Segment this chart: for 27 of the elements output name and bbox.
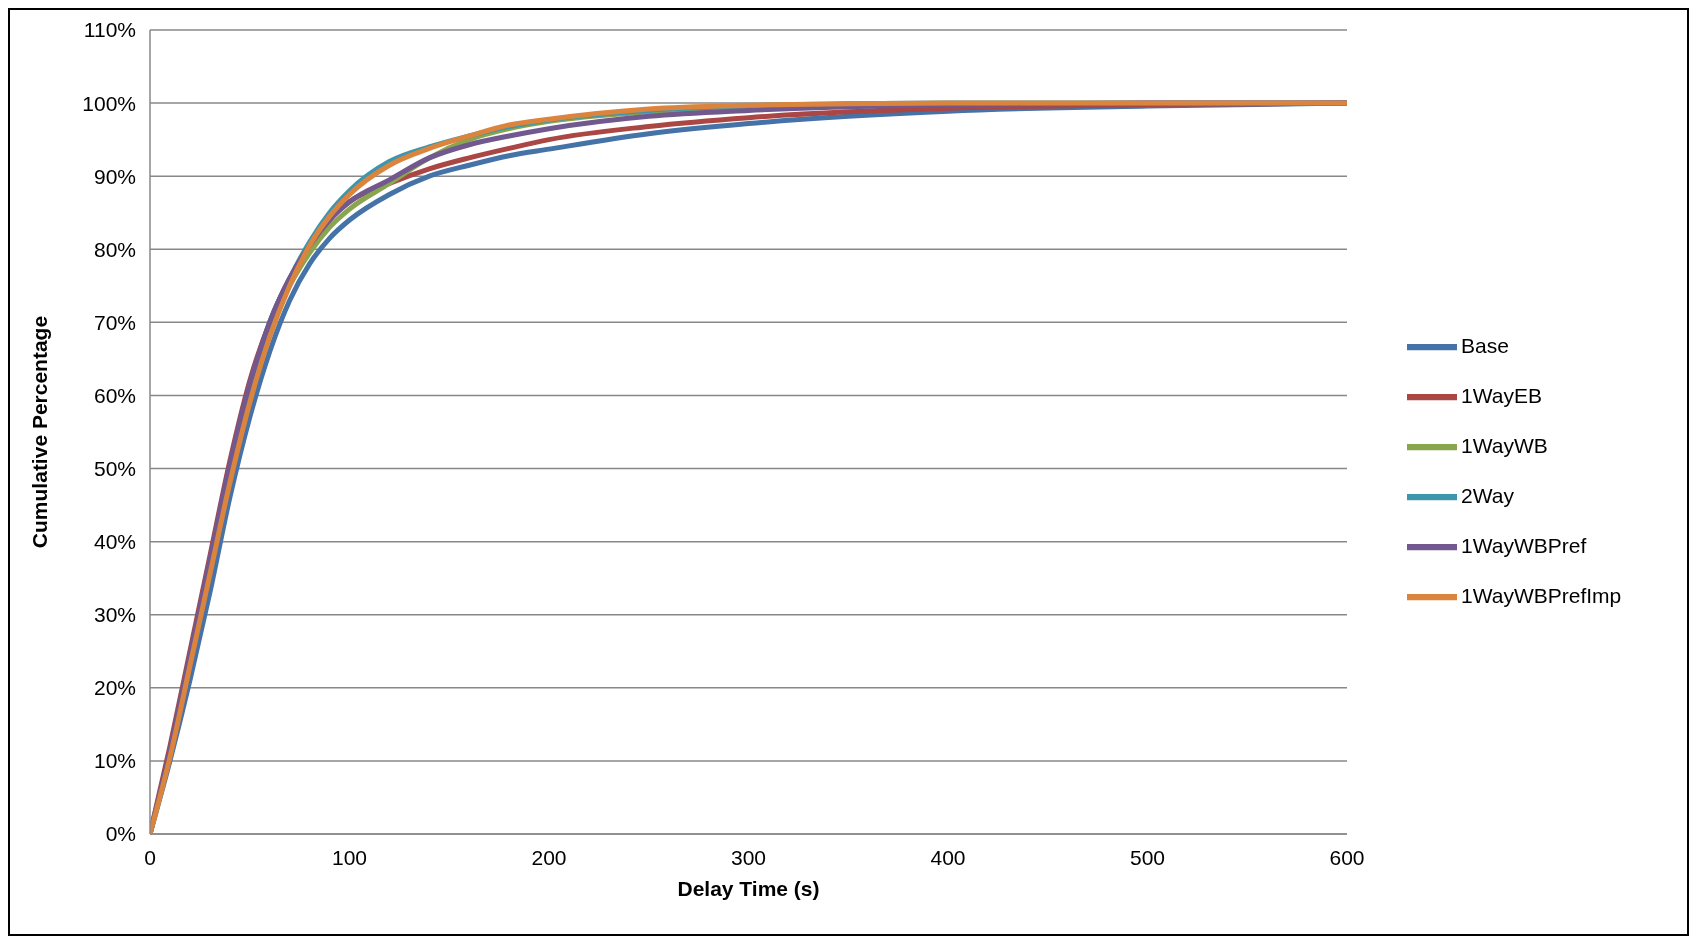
legend-label: 2Way	[1461, 483, 1514, 507]
y-tick-label: 40%	[93, 530, 136, 554]
y-axis-title: Cumulative Percentage	[28, 315, 52, 549]
legend-label: 1WayWBPrefImp	[1461, 583, 1622, 607]
x-tick-label: 0	[144, 845, 156, 869]
y-tick-label: 60%	[93, 383, 136, 407]
x-tick-label: 400	[930, 845, 966, 869]
legend-label: 1WayWBPref	[1461, 533, 1587, 557]
legend-label: 1WayEB	[1461, 383, 1542, 407]
x-tick-label: 300	[730, 845, 767, 869]
legend-label: Base	[1461, 333, 1509, 357]
x-tick-label: 200	[531, 845, 567, 869]
y-tick-label: 0%	[105, 822, 136, 846]
x-tick-label: 100	[331, 845, 368, 869]
y-tick-label: 70%	[93, 310, 136, 334]
y-tick-label: 10%	[93, 749, 136, 773]
y-tick-label: 100%	[82, 91, 136, 115]
legend-label: 1WayWB	[1461, 433, 1548, 457]
x-tick-label: 600	[1329, 845, 1365, 869]
y-tick-label: 110%	[83, 18, 136, 42]
y-tick-label: 30%	[93, 603, 136, 627]
y-tick-label: 80%	[93, 237, 136, 261]
x-axis-title: Delay Time (s)	[677, 877, 820, 900]
y-tick-label: 90%	[93, 164, 136, 188]
x-tick-label: 500	[1129, 845, 1166, 869]
y-tick-label: 50%	[93, 457, 136, 480]
y-tick-label: 20%	[93, 676, 136, 700]
